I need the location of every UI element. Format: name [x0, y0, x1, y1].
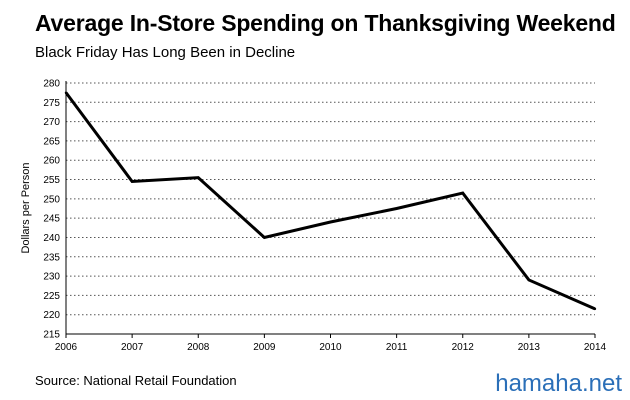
series — [64, 91, 597, 311]
y-tick-label: 265 — [43, 136, 60, 147]
data-point — [527, 278, 531, 282]
x-tick-label: 2011 — [386, 342, 408, 353]
data-point — [329, 220, 332, 224]
y-tick-label: 220 — [43, 310, 60, 321]
y-tick-label: 280 — [43, 79, 60, 90]
data-point — [395, 207, 398, 210]
y-tick-label: 235 — [43, 252, 60, 263]
x-tick-label: 2006 — [55, 342, 78, 353]
y-axis-label: Dollars per Person — [20, 162, 32, 253]
x-tick-label: 2007 — [121, 342, 144, 353]
y-tick-label: 215 — [43, 330, 60, 341]
y-tick-labels: 215 220 225 230 235 240 245 250 255 260 265 270 275 2… — [43, 79, 60, 341]
x-tick-label: 2010 — [319, 342, 342, 353]
y-tick-label: 255 — [43, 175, 60, 186]
data-point — [130, 180, 134, 183]
x-tick-label: 2013 — [518, 342, 541, 353]
y-tick-label: 230 — [43, 272, 60, 283]
chart-title: Average In-Store Spending on Thanksgivin… — [35, 10, 616, 36]
y-tick-label: 225 — [43, 291, 60, 302]
gridlines — [66, 82, 595, 316]
data-point — [461, 191, 464, 195]
y-tick-label: 270 — [43, 117, 60, 128]
data-point — [197, 176, 200, 179]
source-note: Source: National Retail Foundation — [35, 373, 237, 388]
y-tick-label: 260 — [43, 156, 60, 167]
y-tick-label: 275 — [43, 98, 60, 109]
watermark-text: hamaha.net — [495, 370, 622, 397]
y-tick-label: 245 — [43, 214, 60, 225]
data-point — [64, 91, 68, 94]
x-tick-labels: 2006 2007 2008 2009 2010 2011 2012 2013 2014 — [55, 342, 607, 353]
x-tick-label: 2009 — [253, 342, 276, 353]
x-tick-label: 2008 — [187, 342, 210, 353]
chart-subtitle: Black Friday Has Long Been in Decline — [35, 44, 296, 61]
x-tick-label: 2014 — [584, 342, 607, 353]
y-tick-label: 240 — [43, 233, 60, 244]
data-point — [263, 236, 266, 239]
x-tick-label: 2012 — [452, 342, 475, 353]
axes — [65, 81, 596, 338]
data-point — [593, 307, 597, 311]
y-tick-label: 250 — [43, 194, 60, 205]
